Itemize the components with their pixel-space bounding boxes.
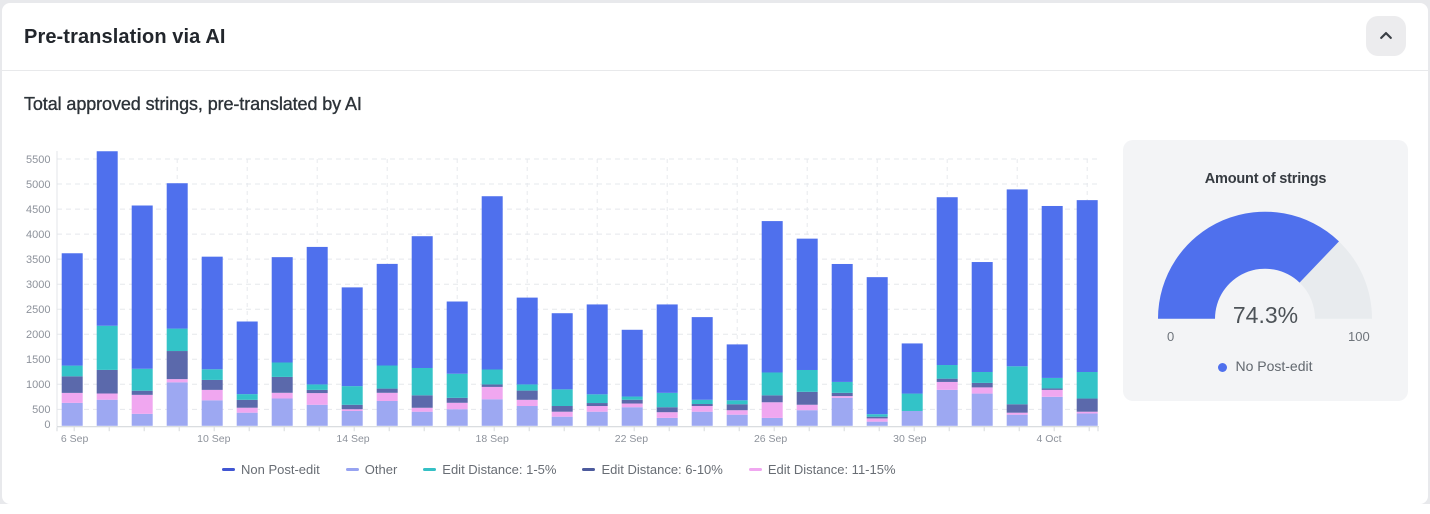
svg-text:30 Sep: 30 Sep (893, 433, 926, 445)
svg-text:5000: 5000 (26, 179, 50, 191)
svg-text:1000: 1000 (26, 379, 50, 391)
svg-text:500: 500 (32, 404, 50, 416)
svg-text:0: 0 (44, 419, 50, 431)
svg-text:4500: 4500 (26, 204, 50, 216)
svg-text:3000: 3000 (26, 279, 50, 291)
svg-text:22 Sep: 22 Sep (615, 433, 648, 445)
svg-text:4 Oct: 4 Oct (1036, 433, 1061, 445)
svg-text:6 Sep: 6 Sep (61, 433, 89, 445)
svg-text:2000: 2000 (26, 329, 50, 341)
svg-text:4000: 4000 (26, 229, 50, 241)
svg-text:5500: 5500 (26, 154, 50, 166)
svg-text:1500: 1500 (26, 354, 50, 366)
svg-text:2500: 2500 (26, 304, 50, 316)
svg-text:14 Sep: 14 Sep (336, 433, 369, 445)
svg-text:18 Sep: 18 Sep (476, 433, 509, 445)
svg-text:3500: 3500 (26, 254, 50, 266)
svg-text:26 Sep: 26 Sep (754, 433, 787, 445)
svg-text:10 Sep: 10 Sep (197, 433, 230, 445)
